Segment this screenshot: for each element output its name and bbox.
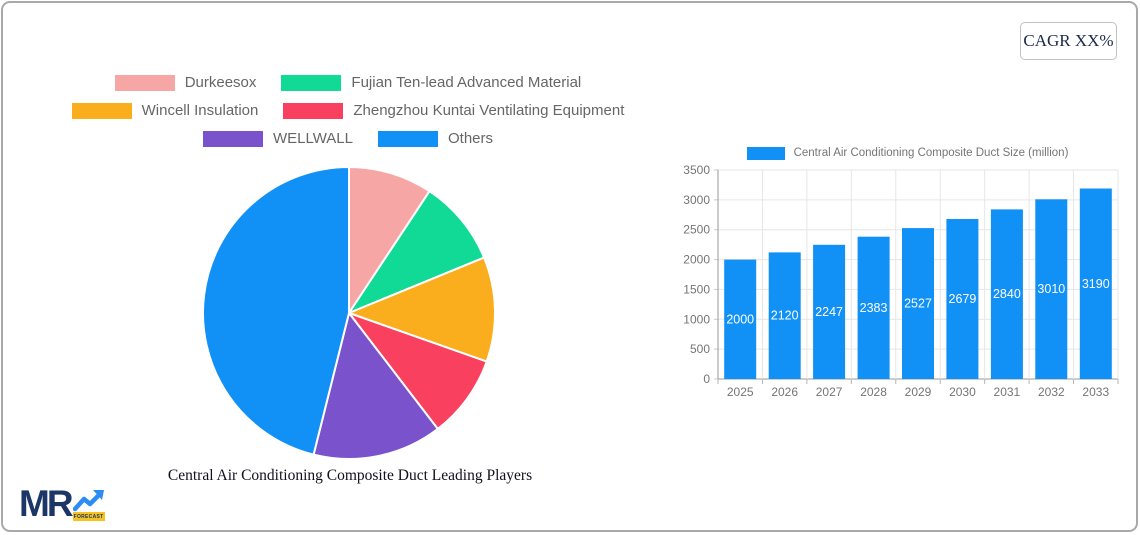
bar-value-label: 2679 bbox=[949, 292, 977, 306]
pie-legend: Durkeesox Fujian Ten-lead Advanced Materi… bbox=[28, 74, 668, 147]
bar-chart-legend[interactable]: Central Air Conditioning Composite Duct … bbox=[680, 145, 1135, 161]
bar-2028[interactable] bbox=[857, 236, 890, 379]
legend-swatch bbox=[378, 130, 438, 147]
logo-forecast-text: FORECAST bbox=[72, 512, 105, 521]
bar-chart: Central Air Conditioning Composite Duct … bbox=[680, 145, 1135, 408]
y-axis-tick-label: 2000 bbox=[683, 253, 710, 267]
x-axis-tick-label: 2027 bbox=[816, 385, 843, 399]
y-axis-tick-label: 3000 bbox=[683, 193, 710, 207]
pie-slice-durkeesox[interactable] bbox=[348, 166, 431, 314]
pie-chart-title: Central Air Conditioning Composite Duct … bbox=[167, 467, 533, 484]
bar-value-label: 2000 bbox=[726, 312, 754, 326]
x-axis-tick-label: 2031 bbox=[994, 385, 1021, 399]
legend-item-fujian-ten-lead-advanced-material[interactable]: Fujian Ten-lead Advanced Material bbox=[281, 74, 581, 91]
legend-item-label: Durkeesox bbox=[184, 74, 257, 91]
legend-item-wincell-insulation[interactable]: Wincell Insulation bbox=[71, 102, 259, 119]
bar-value-label: 2247 bbox=[815, 305, 843, 319]
legend-swatch bbox=[71, 102, 132, 119]
y-axis-tick-label: 2500 bbox=[683, 223, 710, 237]
bar-value-label: 3190 bbox=[1082, 277, 1110, 291]
pie-slice-zhengzhou-kuntai-ventilating-equipment[interactable] bbox=[348, 312, 488, 430]
x-axis-tick-label: 2033 bbox=[1082, 385, 1109, 399]
y-axis-tick-label: 1000 bbox=[683, 312, 710, 326]
trend-arrow-icon bbox=[72, 490, 104, 512]
pie-chart bbox=[202, 166, 496, 460]
bar-2025[interactable] bbox=[724, 259, 757, 379]
legend-item-label: Zhengzhou Kuntai Ventilating Equipment bbox=[353, 102, 625, 119]
bar-2033[interactable] bbox=[1079, 188, 1112, 380]
legend-item-label: Fujian Ten-lead Advanced Material bbox=[351, 74, 582, 91]
y-axis-tick-label: 3500 bbox=[683, 163, 710, 177]
bar-value-label: 3010 bbox=[1037, 282, 1065, 296]
bar-value-label: 2840 bbox=[993, 287, 1021, 301]
bar-value-label: 2120 bbox=[771, 309, 799, 323]
legend-swatch bbox=[281, 74, 342, 91]
bar-legend-label: Central Air Conditioning Composite Duct … bbox=[793, 147, 1069, 159]
x-axis-tick-label: 2028 bbox=[860, 385, 887, 399]
legend-item-label: Wincell Insulation bbox=[141, 102, 259, 119]
pie-slice-fujian-ten-lead-advanced-material[interactable] bbox=[348, 190, 486, 314]
legend-swatch bbox=[202, 130, 263, 147]
y-axis-tick-label: 1500 bbox=[683, 282, 710, 296]
pie-slice-wincell-insulation[interactable] bbox=[348, 256, 496, 363]
bar-value-label: 2383 bbox=[860, 301, 888, 315]
cagr-badge: CAGR XX% bbox=[1020, 22, 1117, 60]
legend-item-others[interactable]: Others bbox=[378, 130, 493, 147]
legend-swatch bbox=[283, 102, 344, 119]
bar-legend-swatch bbox=[746, 146, 785, 160]
legend-item-label: Others bbox=[448, 130, 494, 147]
x-axis-tick-label: 2032 bbox=[1038, 385, 1065, 399]
bar-2026[interactable] bbox=[768, 252, 801, 379]
cagr-badge-label: CAGR XX% bbox=[1023, 31, 1114, 50]
bar-2027[interactable] bbox=[813, 244, 846, 379]
bar-2031[interactable] bbox=[990, 209, 1023, 379]
legend-item-label: WELLWALL bbox=[272, 130, 353, 147]
x-axis-tick-label: 2025 bbox=[727, 385, 754, 399]
legend-item-wellwall[interactable]: WELLWALL bbox=[202, 130, 353, 147]
x-axis-tick-label: 2026 bbox=[771, 385, 798, 399]
bar-chart-plot: 0 500 1000 1500 2000 2500 3000 3500 2000 2025 2120… bbox=[683, 163, 1119, 399]
bar-2030[interactable] bbox=[946, 219, 979, 379]
bar-value-label: 2527 bbox=[904, 297, 932, 311]
x-axis-tick-label: 2029 bbox=[905, 385, 932, 399]
y-axis-tick-label: 500 bbox=[690, 342, 710, 356]
pie-slice-others[interactable] bbox=[202, 166, 350, 456]
legend-swatch bbox=[114, 74, 175, 91]
pie-slice-wellwall[interactable] bbox=[312, 312, 439, 460]
logo-mr-text: MR bbox=[19, 483, 74, 524]
bar-2029[interactable] bbox=[902, 228, 934, 379]
legend-item-zhengzhou-kuntai-ventilating-equipment[interactable]: Zhengzhou Kuntai Ventilating Equipment bbox=[283, 102, 624, 119]
mr-forecast-logo: MR FORECAST bbox=[19, 483, 105, 524]
legend-item-durkeesox[interactable]: Durkeesox bbox=[114, 74, 257, 91]
y-axis-tick-label: 0 bbox=[703, 372, 710, 386]
bar-2032[interactable] bbox=[1035, 199, 1068, 379]
x-axis-tick-label: 2030 bbox=[949, 385, 976, 399]
